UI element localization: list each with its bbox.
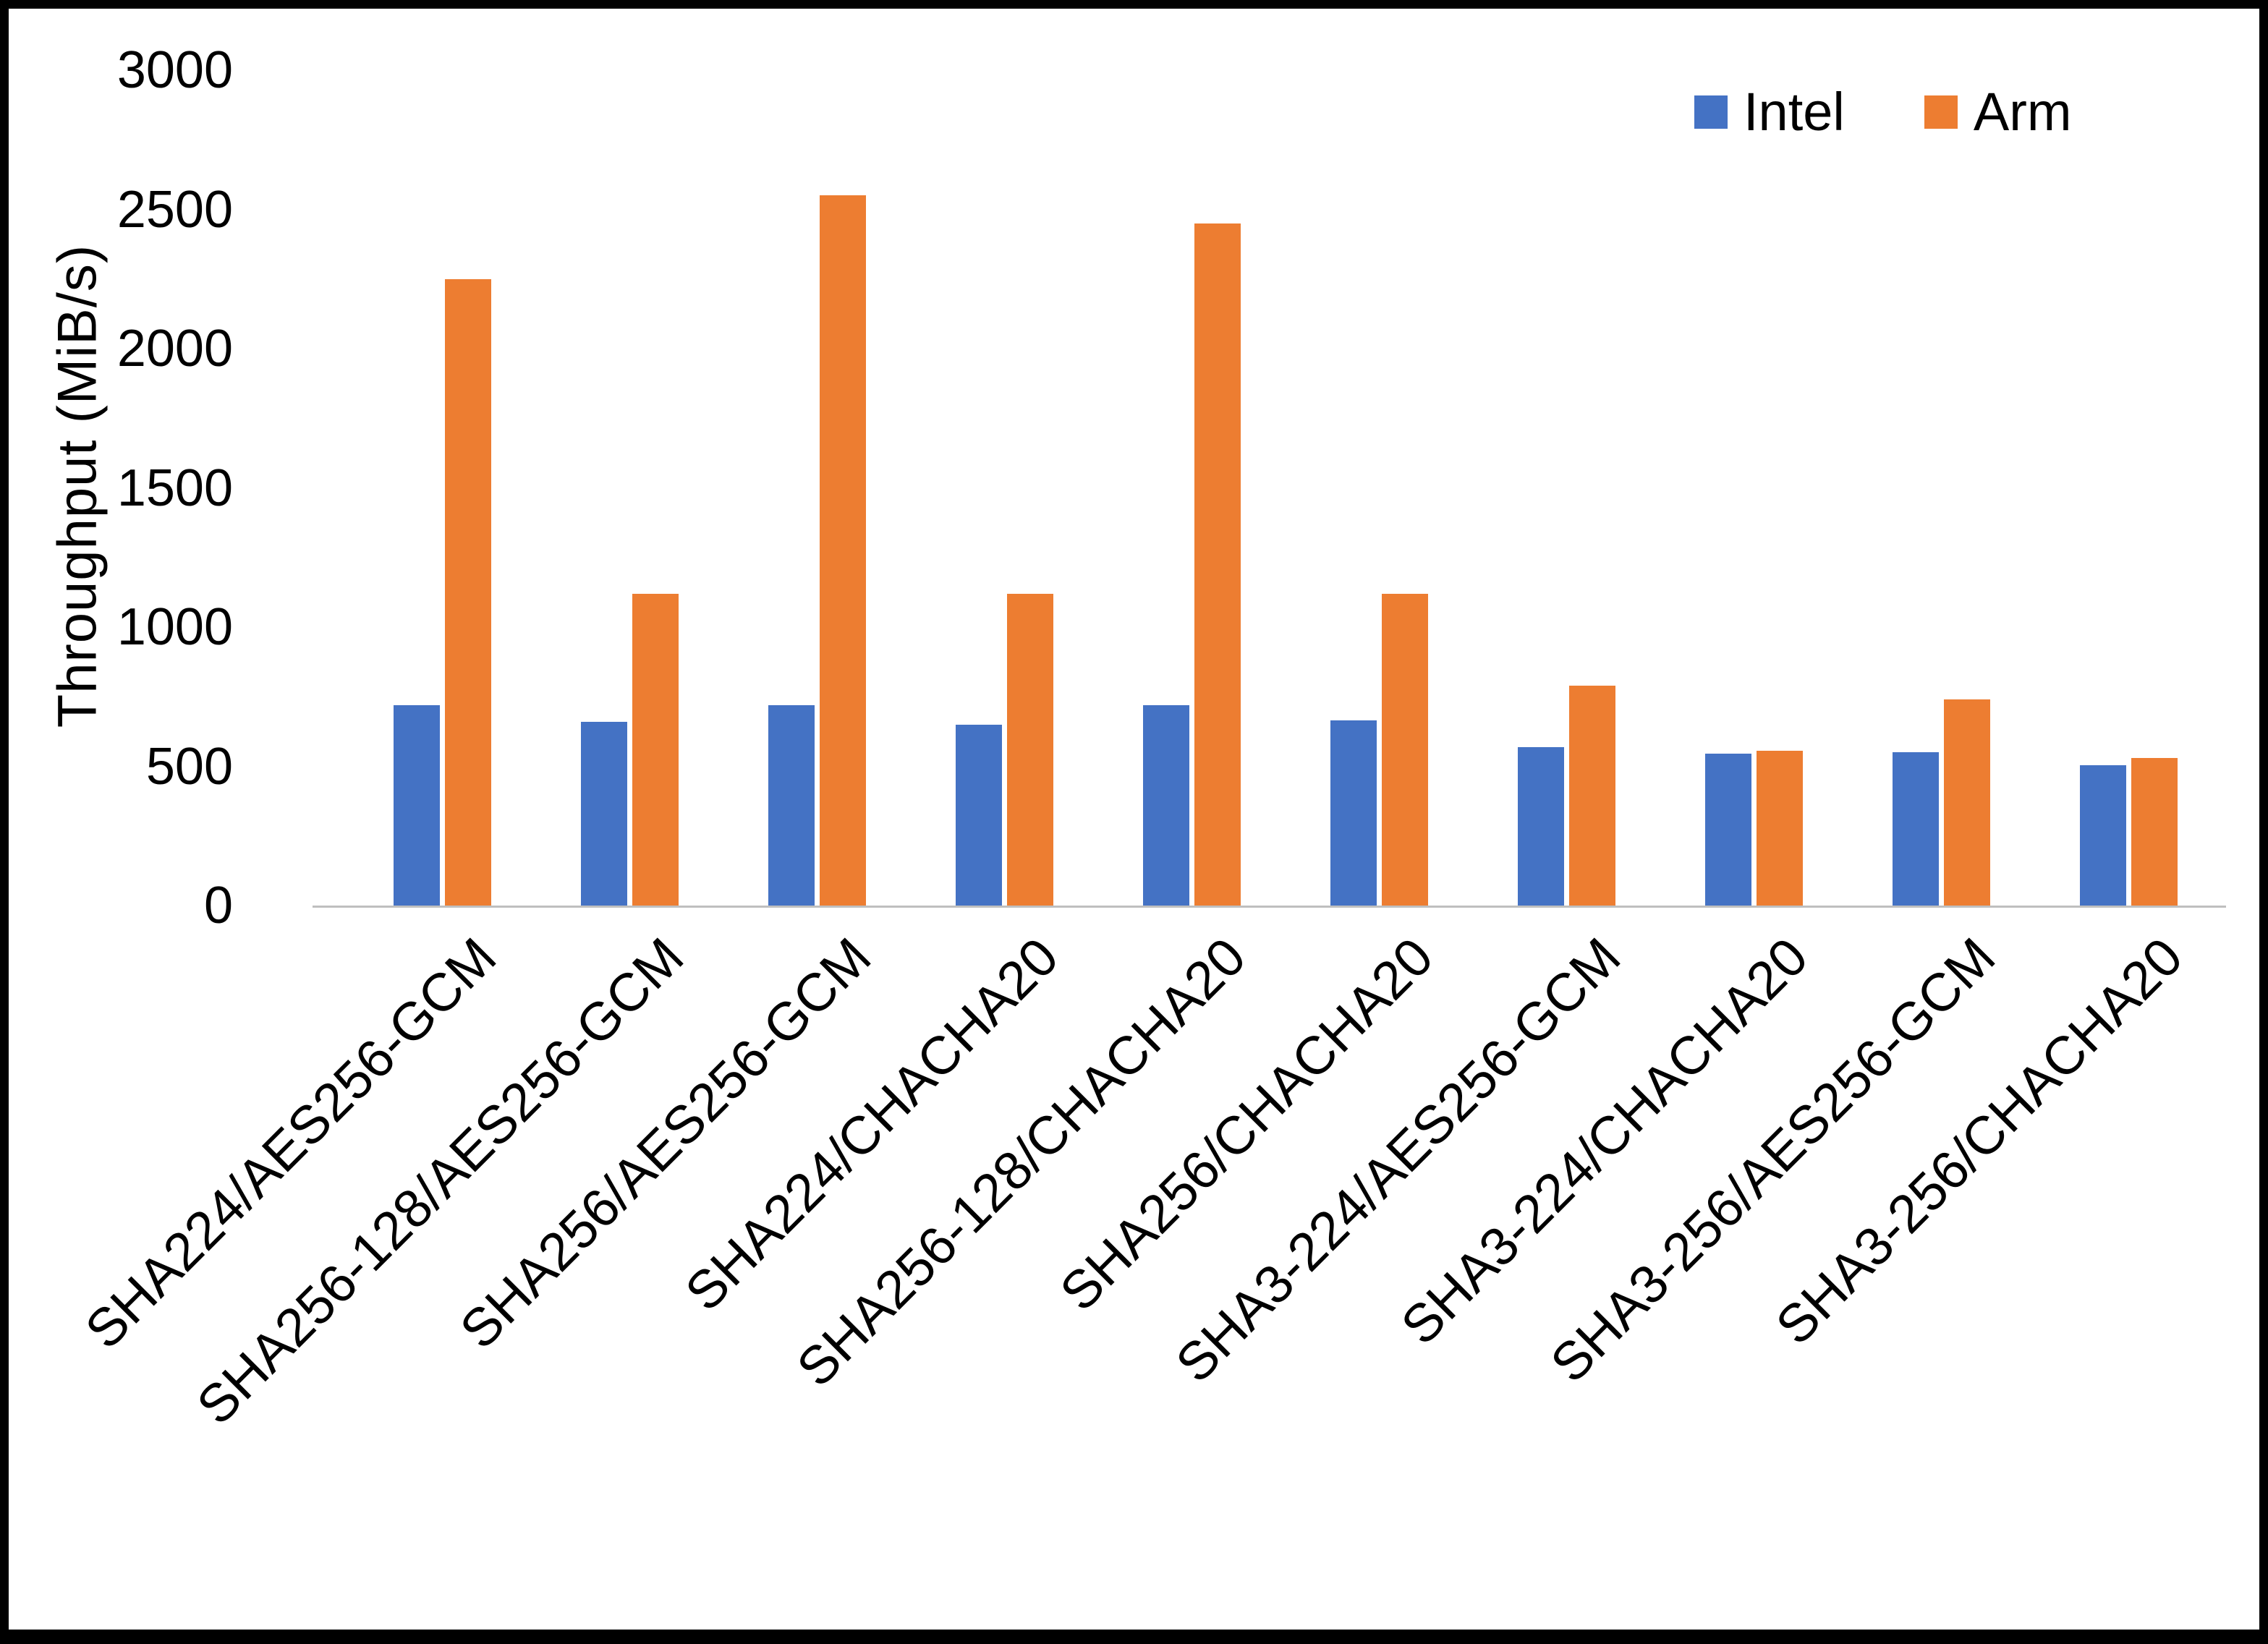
- bar-arm: [820, 195, 866, 906]
- bar-group: [2035, 70, 2222, 906]
- bar-intel: [2080, 764, 2126, 906]
- bar-intel: [1705, 754, 1751, 906]
- y-tick-label: 1000: [116, 598, 233, 656]
- bar-group: [536, 70, 723, 906]
- bar-group: [349, 70, 536, 906]
- y-tick-label: 0: [203, 877, 233, 934]
- legend: Intel Arm: [1694, 81, 2072, 142]
- y-axis-tick-labels: 0 500 1000 1500 2000 2500 3000: [52, 9, 233, 1021]
- bar-arm: [2131, 757, 2178, 906]
- bar-arm: [445, 278, 491, 906]
- legend-swatch-arm: [1924, 95, 1958, 129]
- bar-arm: [632, 593, 679, 906]
- bar-group: [1660, 70, 1848, 906]
- bar-arm: [1382, 593, 1428, 906]
- bar-group: [911, 70, 1098, 906]
- y-tick-label: 500: [145, 737, 233, 796]
- legend-item-arm: Arm: [1924, 81, 2072, 142]
- bar-group: [1286, 70, 1473, 906]
- bar-group: [1848, 70, 2035, 906]
- bar-intel: [956, 724, 1002, 906]
- legend-item-intel: Intel: [1694, 81, 1845, 142]
- legend-label-intel: Intel: [1744, 82, 1845, 142]
- bar-intel: [1893, 752, 1939, 906]
- bar-intel: [1518, 746, 1564, 906]
- bar-group: [1473, 70, 1660, 906]
- legend-label-arm: Arm: [1973, 82, 2072, 142]
- bar-intel: [1330, 720, 1377, 906]
- bar-arm: [1569, 685, 1615, 906]
- bar-intel: [394, 704, 440, 906]
- y-tick-label: 2500: [116, 180, 233, 239]
- legend-swatch-intel: [1694, 95, 1728, 129]
- x-axis-line: [313, 906, 2226, 908]
- y-tick-label: 2000: [116, 320, 233, 378]
- plot-area: [349, 70, 2222, 906]
- bar-arm: [1007, 593, 1053, 906]
- bar-intel: [1143, 704, 1189, 906]
- bar-arm: [1944, 699, 1990, 906]
- bar-intel: [581, 721, 627, 906]
- bar-group: [723, 70, 911, 906]
- y-tick-label: 3000: [116, 41, 233, 99]
- bar-intel: [768, 704, 815, 906]
- bar-arm: [1757, 751, 1803, 906]
- y-tick-label: 1500: [116, 459, 233, 517]
- bar-arm: [1194, 223, 1241, 906]
- bar-group: [1098, 70, 1286, 906]
